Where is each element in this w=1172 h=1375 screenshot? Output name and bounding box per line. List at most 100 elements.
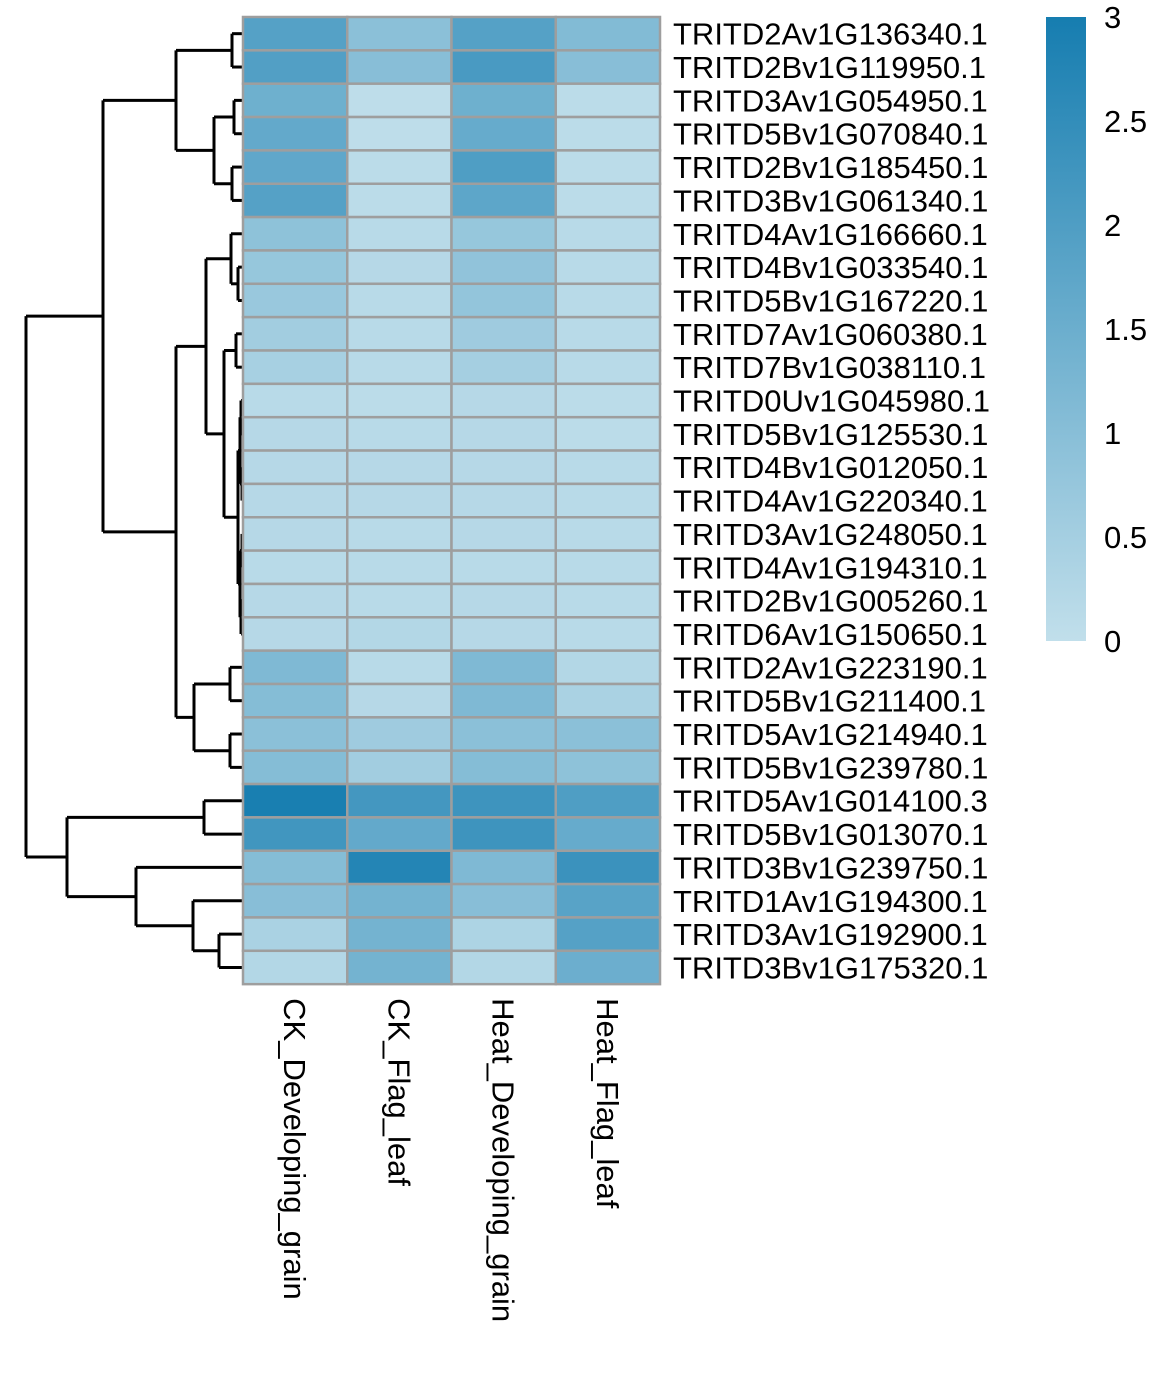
heatmap-cell — [346, 115, 453, 152]
heatmap-cell — [346, 582, 453, 619]
legend-tick-label: 2.5 — [1104, 104, 1147, 139]
row-label: TRITD5Bv1G211400.1 — [673, 684, 986, 719]
row-label: TRITD0Uv1G045980.1 — [673, 384, 990, 419]
row-label: TRITD2Av1G136340.1 — [673, 17, 988, 52]
heatmap-cell — [346, 49, 453, 85]
heatmap-cell — [241, 449, 349, 486]
row-label: TRITD5Av1G014100.3 — [673, 784, 988, 819]
heatmap-cell — [346, 15, 453, 52]
row-label: TRITD1Av1G194300.1 — [673, 884, 988, 919]
heatmap-cell — [346, 482, 453, 519]
heatmap-cell — [346, 415, 453, 452]
column-label: CK_Developing_grain — [277, 998, 312, 1300]
column-label: CK_Flag_leaf — [381, 998, 416, 1186]
heatmap-cell — [346, 382, 453, 419]
heatmap-cell — [554, 15, 662, 52]
heatmap-cell — [554, 82, 662, 119]
heatmap-cell — [450, 82, 557, 119]
row-label: TRITD7Bv1G038110.1 — [673, 350, 986, 385]
heatmap-cell — [554, 749, 662, 786]
row-label: TRITD5Bv1G013070.1 — [673, 817, 988, 852]
row-label: TRITD5Bv1G070840.1 — [673, 117, 988, 152]
heatmap-cell — [241, 115, 349, 152]
heatmap-cell — [450, 816, 557, 853]
heatmap-cell — [450, 349, 557, 386]
heatmap-cell — [554, 349, 662, 386]
row-label: TRITD7Av1G060380.1 — [673, 317, 988, 352]
heatmap-cell — [450, 249, 557, 286]
row-label: TRITD5Bv1G167220.1 — [673, 283, 988, 318]
heatmap-cell — [241, 649, 349, 686]
legend-tick-label: 2 — [1104, 208, 1121, 243]
heatmap-cell — [346, 349, 453, 386]
row-label: TRITD3Av1G054950.1 — [673, 83, 988, 118]
heatmap-cell — [346, 949, 453, 986]
heatmap-cell — [450, 682, 557, 719]
heatmap-cell — [450, 516, 557, 552]
heatmap-cell — [241, 49, 349, 85]
heatmap-cell — [241, 816, 349, 853]
row-labels: TRITD2Av1G136340.1TRITD2Bv1G119950.1TRIT… — [673, 17, 990, 986]
heatmap-cell — [346, 315, 453, 352]
heatmap-cell — [346, 882, 453, 919]
column-labels: CK_Developing_grain CK_Flag_leaf Heat_Deve… — [277, 998, 625, 1322]
legend-tick-label: 3 — [1104, 0, 1121, 35]
row-label: TRITD4Av1G220340.1 — [673, 484, 988, 519]
heatmap-cell — [554, 516, 662, 552]
row-label: TRITD2Av1G223190.1 — [673, 650, 988, 685]
heatmap-cell — [241, 282, 349, 319]
heatmap-cell — [450, 482, 557, 519]
heatmap-cell — [346, 616, 453, 652]
row-label: TRITD3Bv1G061340.1 — [673, 183, 988, 218]
heatmap-cell — [450, 182, 557, 219]
heatmap-cell — [554, 682, 662, 719]
legend-tick-label: 0 — [1104, 624, 1121, 659]
heatmap-cell — [346, 516, 453, 552]
heatmap-cell — [241, 882, 349, 919]
heatmap-cell — [554, 549, 662, 586]
heatmap-cell — [241, 849, 349, 886]
heatmap-cell — [346, 182, 453, 219]
heatmap-cell — [346, 449, 453, 486]
heatmap-cell — [554, 415, 662, 452]
heatmap-cell — [554, 215, 662, 252]
heatmap-cell — [450, 215, 557, 252]
heatmap-cell — [554, 482, 662, 519]
legend-color-bar — [1046, 17, 1086, 641]
heatmap-cell — [346, 249, 453, 286]
row-label: TRITD4Bv1G033540.1 — [673, 250, 988, 285]
heatmap-cell — [450, 15, 557, 52]
heatmap-cell — [241, 382, 349, 419]
heatmap-cell — [241, 315, 349, 352]
legend-tick-label: 1 — [1104, 416, 1121, 451]
heatmap-cell — [241, 182, 349, 219]
heatmap-cell — [346, 149, 453, 185]
row-label: TRITD3Bv1G239750.1 — [673, 850, 988, 885]
row-label: TRITD5Bv1G125530.1 — [673, 417, 988, 452]
heatmap-cell — [346, 849, 453, 886]
heatmap-cell — [554, 149, 662, 185]
heatmap-cell — [554, 882, 662, 919]
column-label: Heat_Flag_leaf — [590, 998, 625, 1209]
row-label: TRITD4Bv1G012050.1 — [673, 450, 988, 485]
heatmap-cell — [450, 949, 557, 986]
heatmap-cell — [346, 282, 453, 319]
heatmap-cell — [450, 49, 557, 85]
row-label: TRITD4Av1G194310.1 — [673, 550, 988, 585]
heatmap-cell — [241, 482, 349, 519]
heatmap-cell — [241, 415, 349, 452]
row-label: TRITD3Av1G248050.1 — [673, 517, 988, 552]
heatmap-cell — [346, 549, 453, 586]
heatmap-cell — [450, 649, 557, 686]
heatmap-cell — [241, 749, 349, 786]
heatmap-cell — [241, 582, 349, 619]
heatmap-cell — [450, 782, 557, 819]
row-label: TRITD5Bv1G239780.1 — [673, 750, 988, 785]
heatmap-cell — [554, 949, 662, 986]
heatmap-cell — [554, 382, 662, 419]
heatmap-cell — [554, 782, 662, 819]
row-label: TRITD5Av1G214940.1 — [673, 717, 988, 752]
heatmap-cell — [554, 282, 662, 319]
heatmap-cell — [554, 716, 662, 752]
